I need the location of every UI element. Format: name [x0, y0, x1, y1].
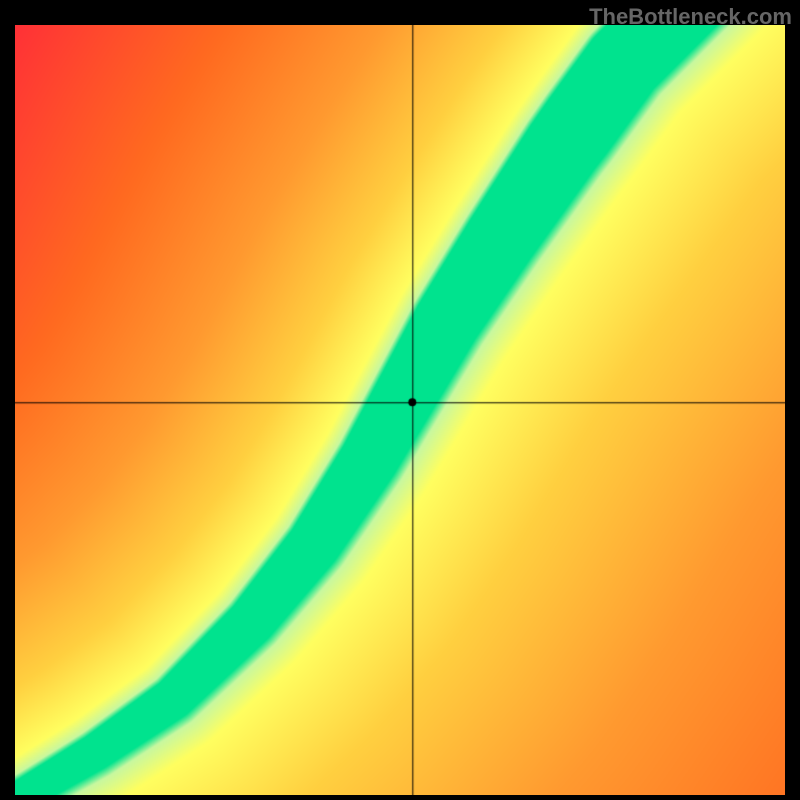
chart-container: TheBottleneck.com	[0, 0, 800, 800]
watermark-text: TheBottleneck.com	[589, 4, 792, 30]
bottleneck-heatmap	[15, 25, 785, 795]
